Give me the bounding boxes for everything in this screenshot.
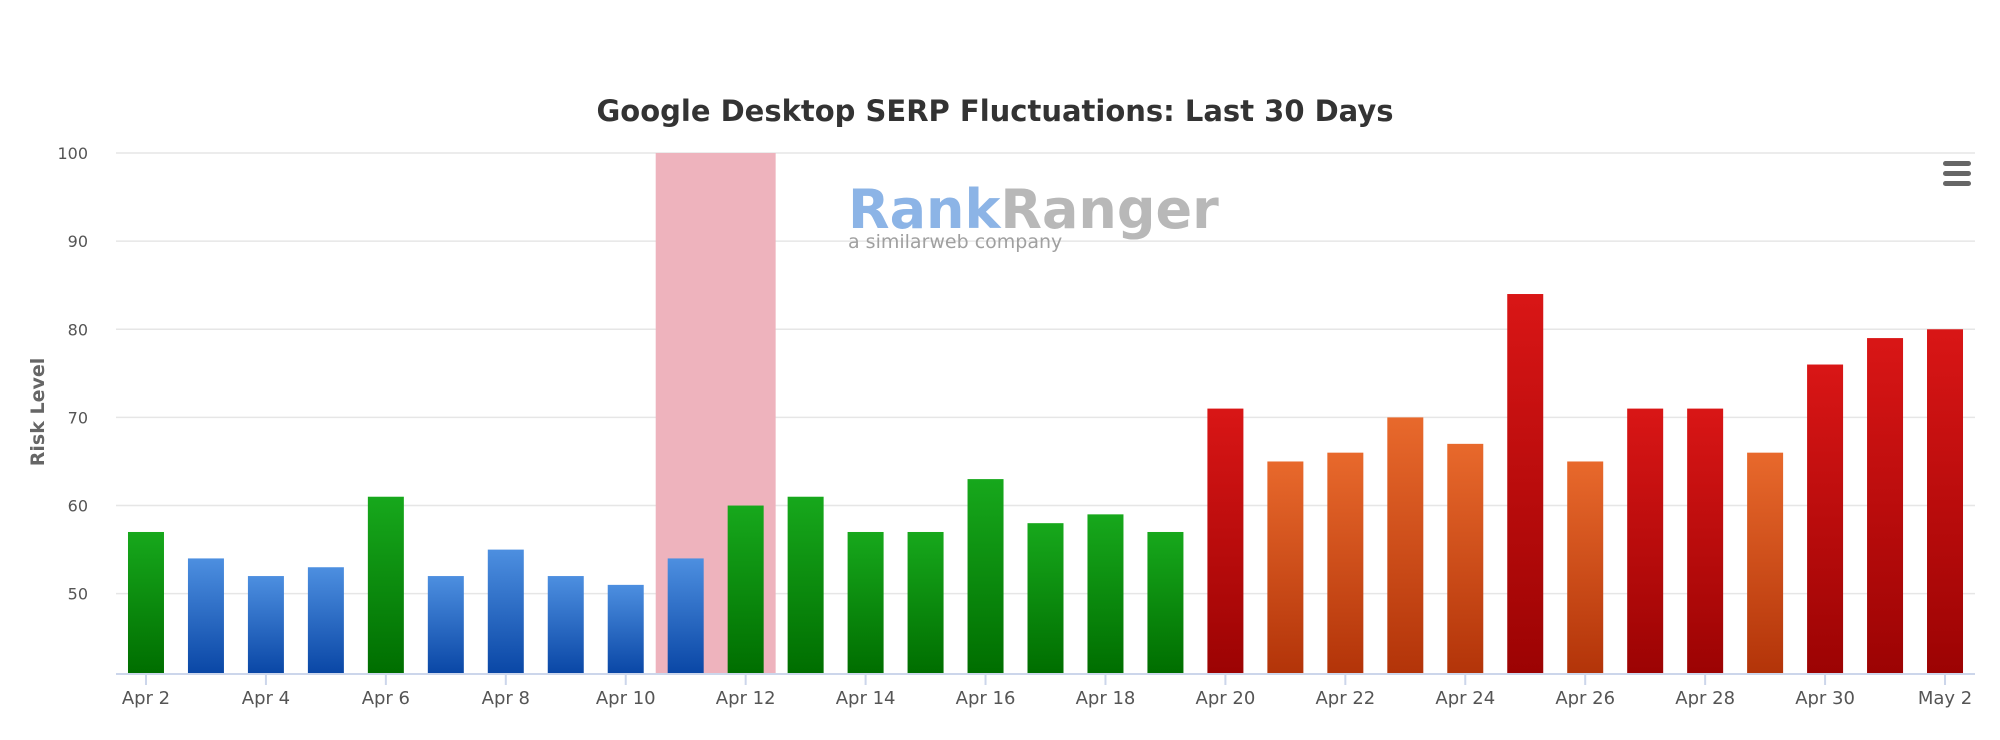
bar-apr-9[interactable] <box>547 576 584 673</box>
bar-apr-6[interactable] <box>367 496 404 673</box>
x-tick-label: Apr 14 <box>836 688 896 709</box>
y-tick-label: 100 <box>57 144 88 163</box>
x-tick-label: Apr 24 <box>1435 688 1495 709</box>
x-tick-label: May 2 <box>1918 688 1972 709</box>
bar-apr-11[interactable] <box>667 558 704 673</box>
bar-apr-4[interactable] <box>247 576 284 673</box>
bar-apr-16[interactable] <box>967 479 1004 673</box>
bar-apr-25[interactable] <box>1507 294 1544 673</box>
bar-apr-10[interactable] <box>607 584 644 673</box>
bar-apr-3[interactable] <box>187 558 224 673</box>
bar-apr-12[interactable] <box>727 505 764 673</box>
x-tick-label: Apr 2 <box>122 688 170 709</box>
watermark: RankRanger a similarweb company <box>848 178 1219 253</box>
watermark-brand-part2: Ranger <box>1000 178 1219 241</box>
watermark-brand-part1: Rank <box>848 178 1001 241</box>
bar-apr-2[interactable] <box>127 531 164 673</box>
bar-apr-14[interactable] <box>847 531 884 673</box>
bar-apr-19[interactable] <box>1147 531 1184 673</box>
bar-apr-17[interactable] <box>1027 523 1064 673</box>
bar-apr-15[interactable] <box>907 531 944 673</box>
bar-apr-22[interactable] <box>1327 452 1364 673</box>
bar-apr-7[interactable] <box>427 576 464 673</box>
watermark-brand: RankRanger <box>848 178 1219 241</box>
y-tick-label: 70 <box>68 408 88 427</box>
bar-apr-28[interactable] <box>1687 408 1724 673</box>
bar-apr-24[interactable] <box>1447 443 1484 673</box>
bar-apr-23[interactable] <box>1387 417 1424 673</box>
x-tick-label: Apr 8 <box>482 688 530 709</box>
bar-apr-27[interactable] <box>1627 408 1664 673</box>
x-tick-label: Apr 28 <box>1675 688 1735 709</box>
watermark-tagline: a similarweb company <box>848 231 1062 253</box>
y-tick-label: 90 <box>68 232 88 251</box>
chart-title: Google Desktop SERP Fluctuations: Last 3… <box>596 94 1393 128</box>
bar-apr-13[interactable] <box>787 496 824 673</box>
x-tick-label: Apr 30 <box>1795 688 1855 709</box>
x-tick-label: Apr 10 <box>596 688 656 709</box>
x-tick-label: Apr 20 <box>1196 688 1256 709</box>
bar-apr-18[interactable] <box>1087 514 1124 673</box>
y-axis-label: Risk Level <box>27 358 49 466</box>
y-tick-label: 50 <box>68 585 88 604</box>
bar-apr-30[interactable] <box>1807 364 1844 673</box>
bar-may-1[interactable] <box>1867 338 1904 673</box>
y-tick-label: 80 <box>68 320 88 339</box>
x-tick-label: Apr 4 <box>242 688 290 709</box>
x-tick-label: Apr 6 <box>362 688 410 709</box>
y-tick-label: 60 <box>68 497 88 516</box>
x-tick-label: Apr 26 <box>1555 688 1615 709</box>
bar-apr-20[interactable] <box>1207 408 1244 673</box>
x-tick-label: Apr 16 <box>956 688 1016 709</box>
hamburger-menu-icon[interactable] <box>1940 160 1974 188</box>
bar-may-2[interactable] <box>1927 329 1964 673</box>
bar-apr-8[interactable] <box>487 549 524 673</box>
axes: 50 60 70 80 90 100 Apr 2 Apr 4 Apr 6 Apr 8 Apr 10 A… <box>57 144 1975 709</box>
bar-apr-29[interactable] <box>1747 452 1784 673</box>
bar-apr-26[interactable] <box>1567 461 1604 673</box>
x-tick-label: Apr 22 <box>1315 688 1375 709</box>
x-tick-label: Apr 12 <box>716 688 776 709</box>
bar-apr-5[interactable] <box>307 567 344 673</box>
gridlines <box>116 152 1975 595</box>
bar-apr-21[interactable] <box>1267 461 1304 673</box>
x-tick-label: Apr 18 <box>1076 688 1136 709</box>
bars <box>127 294 1964 673</box>
